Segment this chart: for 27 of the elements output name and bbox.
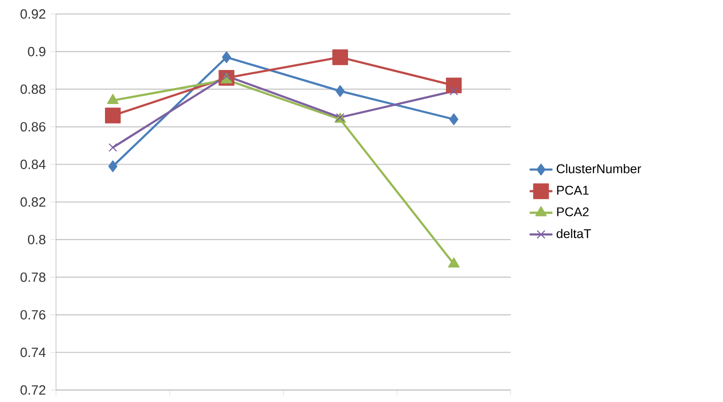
y-tick-label: 0.74 — [20, 348, 46, 358]
point — [222, 51, 232, 64]
point — [449, 113, 458, 126]
legend-label: PCA2 — [557, 207, 589, 216]
point — [107, 94, 119, 104]
y-tick-label: 0.8 — [28, 234, 46, 244]
point — [446, 78, 462, 94]
y-tick-label: 0.76 — [20, 310, 46, 320]
y-tick-label: 0.82 — [20, 197, 46, 207]
y-tick-label: 0.86 — [20, 122, 46, 132]
point — [336, 85, 345, 97]
legend-label: ClusterNumber — [556, 164, 642, 174]
legend-label: deltaT — [556, 228, 592, 238]
y-tick-label: 0.84 — [20, 160, 46, 170]
point — [108, 143, 118, 152]
y-tick-label: 0.78 — [20, 272, 46, 282]
y-tick-label: 0.88 — [20, 84, 46, 94]
y-tick-label: 0.92 — [20, 9, 46, 19]
point — [332, 49, 348, 66]
point — [104, 108, 121, 124]
point — [450, 86, 458, 96]
y-tick-label: 0.72 — [20, 385, 46, 395]
point — [108, 160, 118, 172]
legend-label: PCA1 — [557, 186, 589, 195]
point — [448, 257, 460, 268]
y-tick-label: 0.9 — [28, 46, 46, 56]
point — [222, 72, 231, 80]
